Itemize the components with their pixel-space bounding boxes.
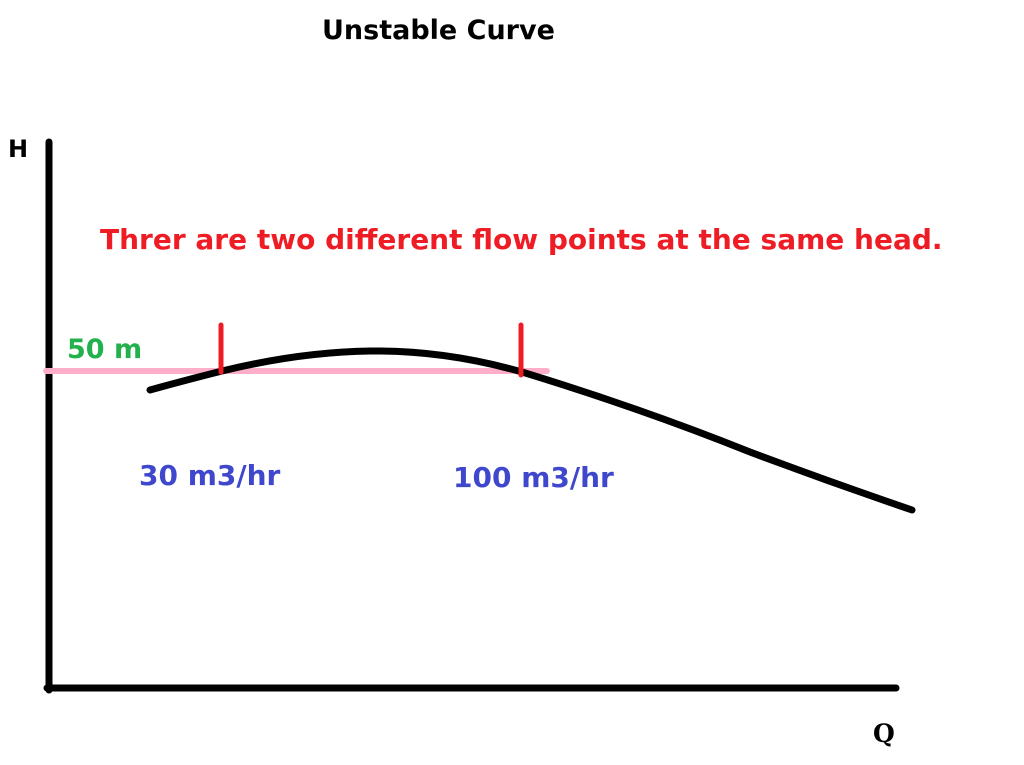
head-label: 50 m — [67, 334, 143, 365]
flow-label-30: 30 m3/hr — [139, 459, 281, 492]
x-axis-label: Q — [873, 719, 895, 748]
chart-title: Unstable Curve — [322, 15, 555, 46]
y-axis-label: H — [8, 135, 29, 163]
annotation-note: Threr are two different flow points at t… — [100, 223, 943, 256]
flow-label-100: 100 m3/hr — [453, 461, 614, 494]
pump-curve — [146, 347, 916, 514]
